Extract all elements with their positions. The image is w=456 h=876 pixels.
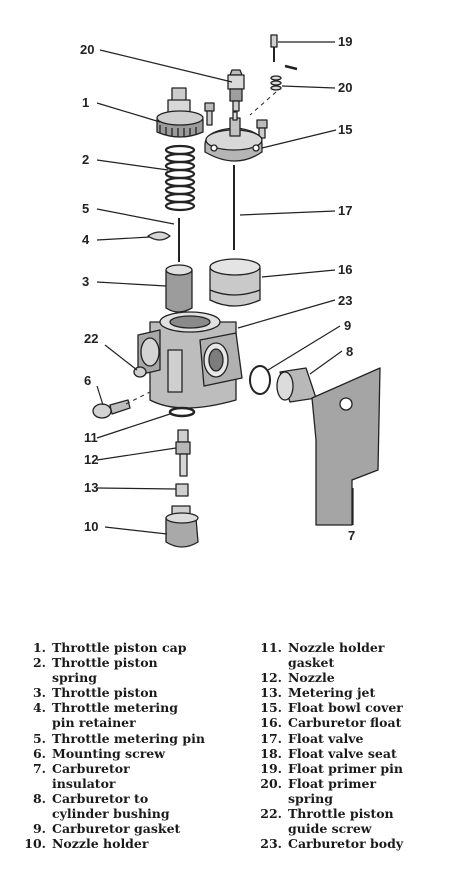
legend-item-6: 6. Mounting screw bbox=[32, 745, 166, 761]
callout-12: 12 bbox=[84, 452, 98, 467]
callout-7: 7 bbox=[348, 528, 355, 543]
callout-8: 8 bbox=[346, 344, 353, 359]
legend-item-20: 20. Float primer spring bbox=[260, 775, 377, 806]
throttle-piston-spring bbox=[164, 144, 196, 212]
callout-6: 6 bbox=[84, 373, 91, 388]
callout-18: 20 bbox=[80, 42, 94, 57]
callout-16: 16 bbox=[338, 262, 352, 277]
callout-2: 2 bbox=[82, 152, 89, 167]
callout-23: 23 bbox=[338, 293, 352, 308]
float-bowl-cover bbox=[204, 111, 263, 162]
legend-item-2: 2. Throttle piston spring bbox=[32, 655, 158, 686]
callout-11: 11 bbox=[84, 430, 98, 445]
callout-5: 5 bbox=[82, 201, 89, 216]
legend-item-1: 1. Throttle piston cap bbox=[32, 640, 187, 655]
parts-legend-left: 1. Throttle piston cap 2. Throttle piston … bbox=[22, 640, 244, 851]
leader-lines bbox=[96, 41, 354, 535]
cover-screw-left bbox=[204, 102, 215, 126]
legend-item-18: 18. Float valve seat bbox=[260, 745, 397, 761]
callout-22: 22 bbox=[84, 331, 98, 346]
callout-9: 9 bbox=[344, 318, 351, 333]
cover-screw-right bbox=[256, 119, 268, 139]
callout-15: 15 bbox=[338, 122, 352, 137]
callout-labels: 20 1 2 5 4 3 22 6 11 12 13 10 7 8 9 23 1… bbox=[80, 34, 355, 543]
legend-item-19: 19. Float primer pin bbox=[260, 760, 403, 776]
callout-10: 10 bbox=[84, 519, 98, 534]
throttle-piston-cap bbox=[156, 87, 204, 138]
callout-3: 3 bbox=[82, 274, 89, 289]
callout-20: 20 bbox=[338, 80, 352, 95]
nozzle-holder-gasket bbox=[168, 406, 196, 418]
legend-item-4: 4. Throttle metering pin retainer bbox=[32, 700, 178, 731]
carburetor-body bbox=[137, 311, 243, 409]
legend-item-22: 22. Throttle piston guide screw bbox=[260, 806, 394, 837]
float-primer-pin bbox=[270, 34, 278, 62]
legend-item-7: 7. Carburetor insulator bbox=[32, 760, 130, 791]
legend-item-9: 9. Carburetor gasket bbox=[32, 821, 181, 837]
mounting-screw bbox=[92, 399, 131, 419]
metering-jet bbox=[175, 483, 189, 497]
throttle-piston bbox=[165, 264, 193, 313]
legend-item-3: 3. Throttle piston bbox=[32, 685, 158, 701]
nozzle bbox=[175, 429, 191, 477]
float-valve-seat bbox=[227, 69, 245, 112]
legend-item-23: 23. Carburetor body bbox=[260, 836, 404, 852]
cylinder-bushing bbox=[276, 367, 317, 403]
legend-item-15: 15. Float bowl cover bbox=[260, 700, 403, 716]
legend-item-16: 16. Carburetor float bbox=[260, 715, 402, 731]
exploded-diagram: 20 1 2 5 4 3 22 6 11 12 13 10 7 8 9 23 1… bbox=[80, 34, 381, 548]
legend-item-8: 8. Carburetor to cylinder bushing bbox=[32, 790, 170, 822]
float-primer-spring bbox=[270, 75, 282, 91]
callout-1: 1 bbox=[82, 95, 89, 110]
legend-item-5: 5. Throttle metering pin bbox=[32, 730, 205, 746]
parts-legend-right: 11. Nozzle holder gasket 12. Nozzle 13. Met… bbox=[258, 640, 454, 851]
carburetor-gasket bbox=[249, 365, 271, 395]
primer-clip bbox=[284, 64, 298, 71]
metering-pin-retainer bbox=[147, 231, 171, 241]
legend-item-11: 11. Nozzle holder gasket bbox=[260, 640, 385, 671]
legend-item-17: 17. Float valve bbox=[260, 730, 364, 746]
carburetor-float bbox=[209, 258, 261, 307]
callout-19: 19 bbox=[338, 34, 352, 49]
nozzle-holder bbox=[165, 505, 199, 548]
assembly-lines bbox=[125, 91, 277, 405]
legend-item-10: 10. Nozzle holder bbox=[24, 836, 149, 852]
legend-item-12: 12. Nozzle bbox=[260, 670, 335, 686]
callout-13: 13 bbox=[84, 480, 98, 495]
carburetor-insulator bbox=[311, 367, 381, 526]
callout-4: 4 bbox=[82, 232, 90, 247]
legend-item-13: 13. Metering jet bbox=[260, 685, 376, 701]
callout-17: 17 bbox=[338, 203, 352, 218]
